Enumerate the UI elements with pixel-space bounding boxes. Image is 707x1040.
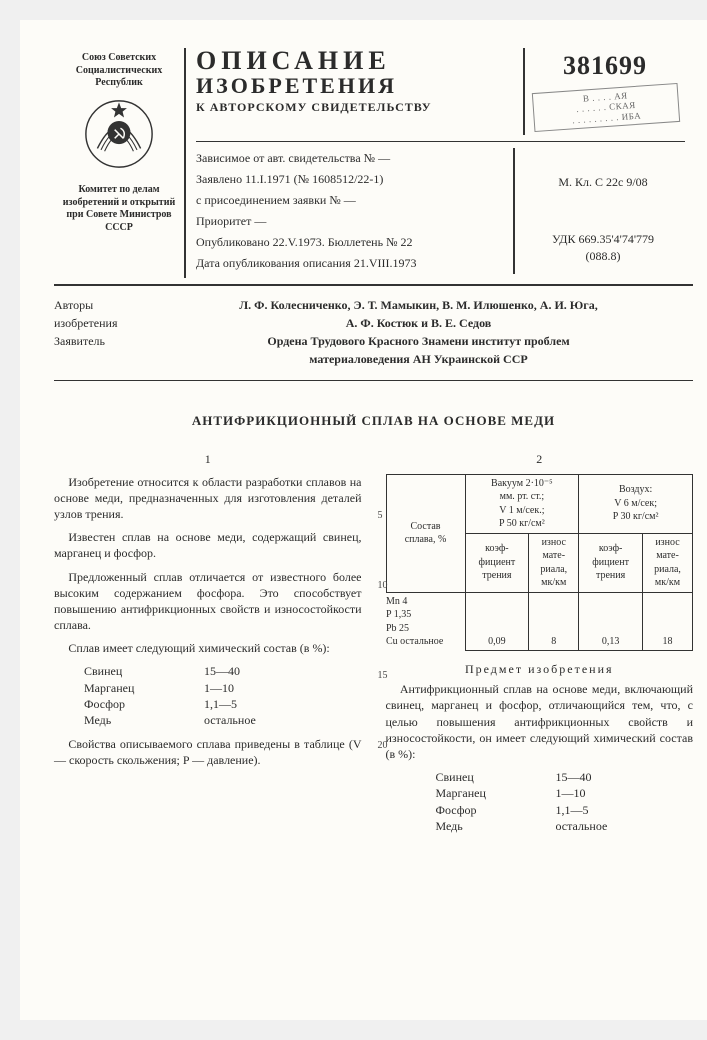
filed-line: Заявлено 11.I.1971 (№ 1608512/22-1) [196,169,513,190]
pub-line: Опубликовано 22.V.1973. Бюллетень № 22 [196,232,513,253]
table-header: V 6 м/сек; [583,497,688,511]
table-header: V 1 м/сек.; [470,504,575,518]
table-cell: P 1,35 [386,608,461,622]
comp-value: 1—10 [204,680,304,696]
header: Союз Советских Социалистических Республи… [54,48,693,286]
ussr-emblem-icon [83,98,155,170]
committee-line: изобретений и открытий [54,197,184,210]
applicant-name: Ордена Трудового Красного Знамени инстит… [144,332,693,350]
body-columns: 1 Изобретение относится к области разраб… [54,451,693,842]
comp-name: Фосфор [436,802,556,818]
class-line: М. Кл. С 22с 9/08 [525,174,681,191]
classification-block: М. Кл. С 22с 9/08 УДК 669.35'4'74'779 (0… [513,148,685,274]
column-number: 1 [54,451,362,467]
document-title: АНТИФРИКЦИОННЫЙ СПЛАВ НА ОСНОВЕ МЕДИ [54,413,693,429]
udk-line: (088.8) [525,248,681,265]
library-stamp: В . . . . АЯ . . . . . . СКАЯ . . . . . … [532,83,680,132]
applicant-name: материаловедения АН Украинской ССР [144,350,693,368]
table-header: P 30 кг/см² [583,510,688,524]
properties-table: Состав сплава, % Вакуум 2·10⁻⁵ мм. рт. с… [386,474,694,652]
table-subheader: износ мате- риала, мк/км [643,533,693,592]
priority-line: Приоритет — [196,211,513,232]
patent-page: Союз Советских Социалистических Республи… [20,20,707,1020]
comp-value: 15—40 [556,769,656,785]
line-number: 10 [378,579,388,593]
applicant-label: Заявитель [54,332,144,368]
composition-table: Свинец15—40 Марганец1—10 Фосфор1,1—5 Мед… [84,663,362,728]
committee-line: при Совете Министров [54,209,184,222]
committee-line: СССР [54,222,184,235]
issuer-line: Социалистических [54,65,184,78]
comp-value: 1,1—5 [204,696,304,712]
udk-line: УДК 669.35'4'74'779 [525,231,681,248]
table-cell: 18 [643,592,693,651]
column-2: 2 Состав сплава, % Вакуум 2·10⁻⁵ мм. рт.… [386,451,694,842]
comp-name: Свинец [436,769,556,785]
paragraph: Изобретение относится к области разработ… [54,474,362,523]
comp-name: Медь [84,712,204,728]
comp-value: остальное [556,818,656,834]
line-number: 5 [378,509,383,523]
claim-paragraph: Антифрикционный сплав на основе меди, вк… [386,681,694,762]
table-header: Воздух: [583,483,688,497]
table-cell: Pb 25 [386,622,461,636]
column-1: 1 Изобретение относится к области разраб… [54,451,362,842]
table-subheader: износ мате- риала, мк/км [529,533,579,592]
authors-names: А. Ф. Костюк и В. Е. Седов [144,314,693,332]
comp-name: Марганец [84,680,204,696]
table-cell: 0,09 [465,592,529,651]
table-cell: 8 [529,592,579,651]
issuer-line: Союз Советских [54,52,184,65]
table-subheader: коэф- фициент трения [465,533,529,592]
table-header: P 50 кг/см² [470,517,575,531]
filing-info: Зависимое от авт. свидетельства № — Заяв… [196,148,513,274]
comp-value: 1,1—5 [556,802,656,818]
patent-number: 381699 [525,48,685,84]
pubdate-line: Дата опубликования описания 21.VIII.1973 [196,253,513,274]
join-line: с присоединением заявки № — [196,190,513,211]
table-header: сплава, % [391,533,461,547]
table-cell: 0,13 [579,592,643,651]
line-number: 20 [378,739,388,753]
table-subheader: коэф- фициент трения [579,533,643,592]
comp-value: 1—10 [556,785,656,801]
comp-name: Фосфор [84,696,204,712]
paragraph: Сплав имеет следующий химический со­став… [54,640,362,656]
paragraph: Известен сплав на основе меди, содержа­щ… [54,529,362,561]
title-block: ОПИСАНИЕ ИЗОБРЕТЕНИЯ К АВТОРСКОМУ СВИДЕТ… [184,48,693,278]
authors-names: Л. Ф. Колесниченко, Э. Т. Мамыкин, В. М.… [144,296,693,314]
comp-value: 15—40 [204,663,304,679]
subtitle: К АВТОРСКОМУ СВИДЕТЕЛЬСТВУ [196,100,523,115]
table-cell: Cu остальное [386,635,461,649]
column-number: 2 [386,451,694,467]
table-header: Вакуум 2·10⁻⁵ [470,477,575,491]
claim-composition-table: Свинец15—40 Марганец1—10 Фосфор1,1—5 Мед… [436,769,694,834]
comp-name: Свинец [84,663,204,679]
claim-title: Предмет изобретения [386,661,694,677]
comp-value: остальное [204,712,304,728]
authors-label: Авторы [54,296,144,314]
table-header: Состав [391,520,461,534]
table-header: мм. рт. ст.; [470,490,575,504]
comp-name: Марганец [436,785,556,801]
paragraph: Свойства описываемого сплава приведены в… [54,736,362,768]
dep-line: Зависимое от авт. свидетельства № — [196,148,513,169]
title-line2: ИЗОБРЕТЕНИЯ [196,74,523,98]
issuer-line: Республик [54,77,184,90]
paragraph: Предложенный сплав отличается от извест­… [54,569,362,634]
committee-line: Комитет по делам [54,184,184,197]
authors-label: изобретения [54,314,144,332]
authors-block: Авторы изобретения Л. Ф. Колесниченко, Э… [54,296,693,381]
table-cell: Mn 4 [386,595,461,609]
comp-name: Медь [436,818,556,834]
issuer-block: Союз Советских Социалистических Республи… [54,48,184,278]
title-line1: ОПИСАНИЕ [196,48,523,74]
line-number: 15 [378,669,388,683]
